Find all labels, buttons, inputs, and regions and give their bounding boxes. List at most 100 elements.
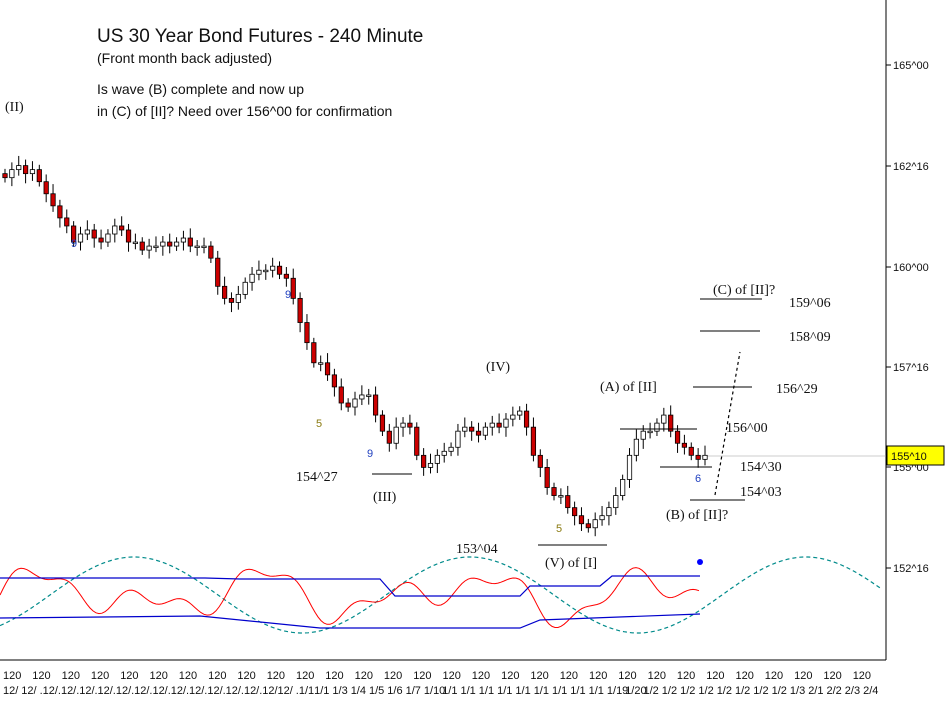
x-tick-label-bottom: .1/1 (296, 685, 314, 697)
level-label-158-09: 158^09 (789, 330, 831, 345)
candle-body (249, 273, 255, 283)
candle-body (647, 430, 653, 434)
x-tick-label-top: 120 (150, 670, 168, 682)
candle-body (173, 241, 180, 247)
candle-body (263, 269, 269, 273)
x-tick-label-bottom: 1/2 (753, 685, 768, 697)
y-tick-label: 152^16 (893, 563, 929, 575)
candle-body (215, 257, 221, 287)
x-tick-label-bottom: 1/1 (515, 685, 530, 697)
count-label: 6 (695, 473, 701, 485)
candle-body (572, 507, 578, 517)
candle-body (304, 322, 310, 344)
x-tick-label-bottom: 2/3 (845, 685, 860, 697)
x-tick-label-bottom: .12/ (149, 685, 168, 697)
candle-body (620, 479, 626, 496)
x-tick-label-bottom: 1/2 (680, 685, 695, 697)
candle-body (331, 374, 338, 388)
candle-body (345, 402, 351, 408)
x-tick-label-top: 120 (384, 670, 402, 682)
candle-body (297, 297, 303, 323)
x-tick-label-bottom: 1/1 (552, 685, 567, 697)
level-label-154-30: 154^30 (740, 460, 782, 475)
x-tick-label-top: 120 (3, 670, 21, 682)
x-tick-label-bottom: 12/ (3, 685, 19, 697)
x-axis: 120 120 120 120 120 120 120 120 120 120 120 120 120 1… (3, 670, 878, 697)
candle-body (578, 515, 585, 525)
candle-body (71, 225, 77, 243)
candle-body (510, 414, 516, 420)
x-tick-label-top: 120 (589, 670, 607, 682)
wave-label-b-of-ii: (B) of [II]? (666, 508, 728, 523)
candle-body (551, 487, 557, 496)
candle-body (153, 245, 159, 248)
x-tick-label-top: 120 (208, 670, 226, 682)
x-tick-label-top: 120 (501, 670, 519, 682)
candle-body (57, 205, 63, 219)
oscillator-panel (0, 556, 881, 634)
x-tick-label-bottom: .12/ (131, 685, 150, 697)
candle-body (64, 217, 70, 227)
candle-body (503, 418, 509, 428)
x-tick-label-bottom: .12/ (223, 685, 242, 697)
candle-body (352, 398, 358, 408)
candle-body (22, 165, 29, 175)
oscillator-dot (697, 559, 703, 565)
x-tick-label-bottom: 2/2 (827, 685, 842, 697)
candle-body (366, 394, 372, 397)
candle-body (201, 245, 207, 248)
count-label: 5 (556, 523, 562, 535)
candle-body (599, 515, 605, 521)
candle-body (407, 422, 413, 428)
level-label-156-29: 156^29 (776, 382, 818, 397)
x-tick-label-bottom: 1/5 (369, 685, 384, 697)
current-price-marker: 155^10 (700, 445, 945, 466)
x-tick-label-bottom: 1/1 (314, 685, 329, 697)
count-label: 9 (367, 448, 373, 460)
count-label: 9 (71, 238, 77, 250)
candle-body (50, 193, 56, 207)
candle-body (633, 438, 639, 456)
candle-body (462, 426, 468, 432)
x-tick-label-top: 120 (853, 670, 871, 682)
x-tick-label-bottom: .12/ (40, 685, 59, 697)
candle-body (537, 454, 543, 468)
fast-oscillator-line (0, 567, 700, 628)
x-tick-label-bottom: .12/ (259, 685, 278, 697)
current-price-box (886, 445, 945, 466)
candle-body (414, 426, 420, 456)
x-tick-label-top: 120 (794, 670, 812, 682)
candle-body (359, 394, 365, 400)
candle-body (160, 241, 166, 247)
candle-body (530, 426, 537, 456)
candle-body (36, 169, 42, 183)
candle-body (592, 519, 598, 529)
x-tick-label-top: 120 (648, 670, 666, 682)
candle-body (311, 342, 317, 364)
x-tick-label-bottom: 1/3 (332, 685, 347, 697)
candle-body (558, 495, 564, 498)
candle-body (434, 454, 440, 464)
candle-body (208, 245, 214, 259)
x-tick-label-top: 120 (296, 670, 314, 682)
price-level-lines (372, 298, 762, 546)
x-tick-label-bottom: 12/ (21, 685, 37, 697)
x-tick-label-bottom: 1/1 (570, 685, 585, 697)
x-tick-label-top: 120 (823, 670, 841, 682)
candle-body (77, 233, 84, 243)
candle-body (16, 165, 22, 171)
candle-body (2, 173, 8, 179)
candle-body (523, 410, 530, 428)
x-tick-label-bottom: 1/6 (387, 685, 402, 697)
candle-body (544, 466, 550, 488)
candle-body (372, 394, 379, 416)
y-tick-label: 162^16 (893, 161, 929, 173)
candle-body (146, 245, 152, 251)
candle-body (469, 426, 475, 432)
candle-body (112, 225, 118, 235)
x-tick-label-bottom: .12/ (204, 685, 223, 697)
candle-body (427, 462, 434, 468)
x-tick-label-bottom: 1/4 (351, 685, 366, 697)
